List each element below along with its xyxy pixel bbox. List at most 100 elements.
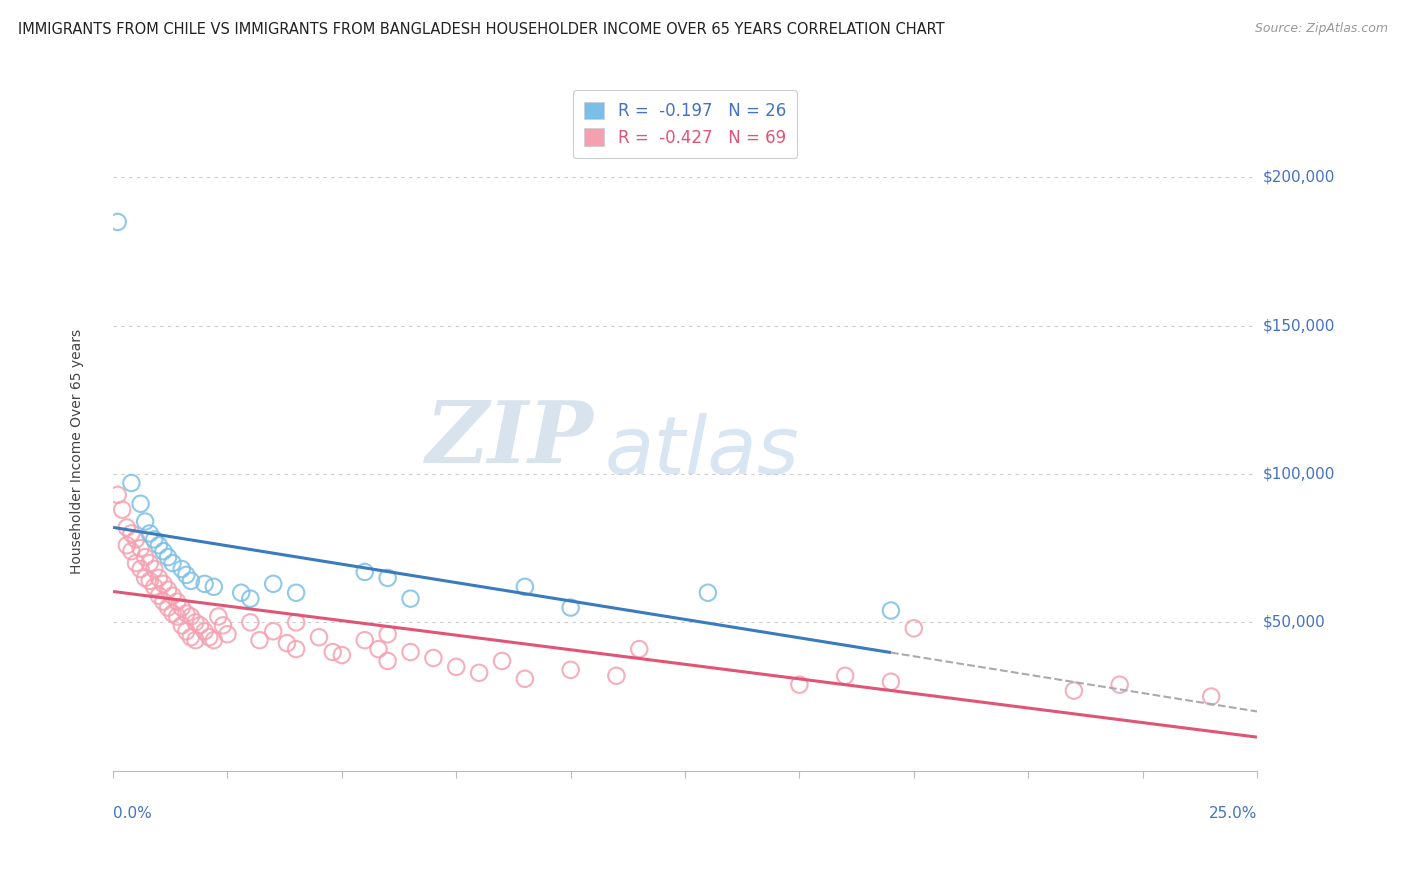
- Point: [1199, 690, 1222, 704]
- Point: [903, 621, 925, 635]
- Point: [308, 630, 330, 644]
- Point: [880, 674, 903, 689]
- Point: [560, 663, 582, 677]
- Point: [180, 609, 202, 624]
- Point: [170, 600, 193, 615]
- Point: [207, 609, 229, 624]
- Point: [134, 571, 156, 585]
- Point: [330, 648, 353, 662]
- Text: IMMIGRANTS FROM CHILE VS IMMIGRANTS FROM BANGLADESH HOUSEHOLDER INCOME OVER 65 Y: IMMIGRANTS FROM CHILE VS IMMIGRANTS FROM…: [18, 22, 945, 37]
- Point: [138, 556, 160, 570]
- Point: [162, 556, 184, 570]
- Point: [880, 603, 903, 617]
- Point: [176, 624, 198, 639]
- Point: [422, 651, 444, 665]
- Point: [285, 615, 308, 630]
- Text: $100,000: $100,000: [1263, 467, 1336, 482]
- Point: [166, 594, 188, 608]
- Point: [628, 642, 651, 657]
- Point: [262, 577, 284, 591]
- Point: [249, 633, 271, 648]
- Point: [377, 627, 399, 641]
- Point: [202, 633, 225, 648]
- Point: [125, 533, 148, 547]
- Text: Source: ZipAtlas.com: Source: ZipAtlas.com: [1254, 22, 1388, 36]
- Point: [156, 582, 179, 597]
- Point: [377, 654, 399, 668]
- Point: [176, 607, 198, 621]
- Point: [377, 571, 399, 585]
- Text: $50,000: $50,000: [1263, 615, 1326, 630]
- Point: [125, 556, 148, 570]
- Point: [120, 544, 142, 558]
- Point: [446, 660, 468, 674]
- Point: [276, 636, 298, 650]
- Point: [184, 633, 207, 648]
- Point: [194, 624, 217, 639]
- Text: $200,000: $200,000: [1263, 170, 1336, 185]
- Point: [239, 615, 262, 630]
- Point: [107, 215, 129, 229]
- Point: [129, 541, 152, 556]
- Point: [605, 669, 627, 683]
- Point: [322, 645, 344, 659]
- Point: [367, 642, 389, 657]
- Point: [202, 580, 225, 594]
- Point: [198, 630, 221, 644]
- Point: [468, 665, 491, 680]
- Legend: R =  -0.197   N = 26, R =  -0.427   N = 69: R = -0.197 N = 26, R = -0.427 N = 69: [572, 90, 797, 158]
- Point: [148, 571, 170, 585]
- Point: [399, 591, 422, 606]
- Point: [152, 544, 174, 558]
- Point: [120, 526, 142, 541]
- Point: [353, 565, 375, 579]
- Point: [156, 550, 179, 565]
- Point: [166, 609, 188, 624]
- Point: [152, 577, 174, 591]
- Point: [194, 577, 217, 591]
- Point: [180, 630, 202, 644]
- Point: [134, 515, 156, 529]
- Point: [180, 574, 202, 588]
- Point: [134, 550, 156, 565]
- Point: [491, 654, 513, 668]
- Point: [1063, 683, 1085, 698]
- Point: [217, 627, 239, 641]
- Point: [143, 562, 166, 576]
- Point: [129, 497, 152, 511]
- Point: [115, 520, 138, 534]
- Point: [143, 533, 166, 547]
- Point: [184, 615, 207, 630]
- Text: Householder Income Over 65 years: Householder Income Over 65 years: [69, 329, 83, 574]
- Point: [789, 678, 811, 692]
- Point: [834, 669, 856, 683]
- Point: [239, 591, 262, 606]
- Point: [188, 618, 211, 632]
- Point: [513, 580, 536, 594]
- Point: [148, 589, 170, 603]
- Point: [138, 526, 160, 541]
- Point: [115, 538, 138, 552]
- Point: [107, 488, 129, 502]
- Point: [353, 633, 375, 648]
- Point: [560, 600, 582, 615]
- Point: [285, 642, 308, 657]
- Point: [152, 594, 174, 608]
- Point: [129, 562, 152, 576]
- Point: [399, 645, 422, 659]
- Point: [696, 585, 718, 599]
- Point: [111, 502, 134, 516]
- Point: [231, 585, 253, 599]
- Text: 25.0%: 25.0%: [1209, 805, 1257, 821]
- Text: $150,000: $150,000: [1263, 318, 1336, 334]
- Text: ZIP: ZIP: [426, 397, 593, 481]
- Point: [170, 618, 193, 632]
- Point: [162, 589, 184, 603]
- Point: [143, 580, 166, 594]
- Point: [138, 574, 160, 588]
- Point: [176, 568, 198, 582]
- Point: [156, 600, 179, 615]
- Point: [285, 585, 308, 599]
- Point: [162, 607, 184, 621]
- Point: [262, 624, 284, 639]
